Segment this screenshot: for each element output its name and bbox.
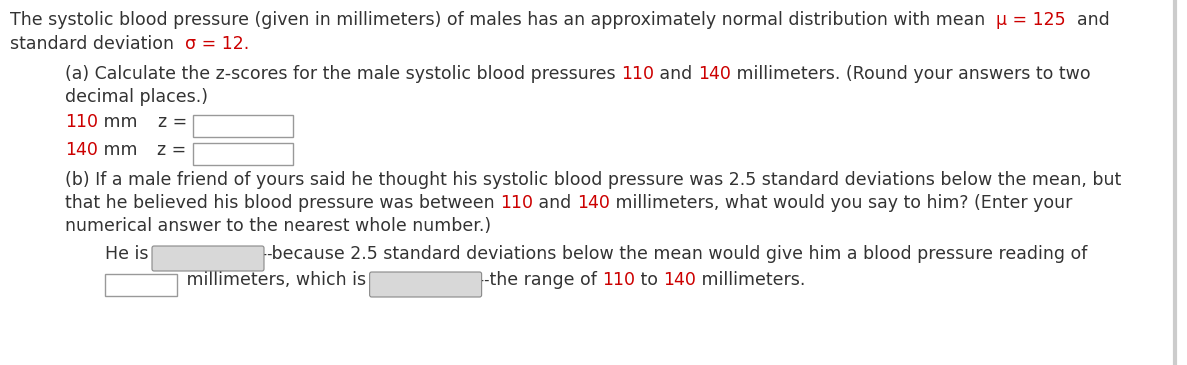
Text: mm: mm (97, 141, 138, 159)
Text: 110: 110 (65, 113, 99, 131)
Text: millimeters, which is: millimeters, which is (180, 271, 372, 289)
Text: (b) If a male friend of yours said he thought his systolic blood pressure was 2.: (b) If a male friend of yours said he th… (65, 171, 1122, 189)
Text: and: and (654, 65, 698, 83)
Text: The systolic blood pressure (given in millimeters) of males has an approximately: The systolic blood pressure (given in mi… (9, 11, 996, 29)
Text: millimeters.: millimeters. (697, 271, 806, 289)
Text: decimal places.): decimal places.) (65, 88, 208, 106)
Text: ---Select---: ---Select--- (195, 247, 273, 262)
Text: ---Select---: ---Select--- (413, 273, 490, 288)
Text: the range of: the range of (483, 271, 602, 289)
Text: ◇: ◇ (246, 249, 255, 262)
Text: 110: 110 (500, 194, 533, 212)
Text: millimeters. (Round your answers to two: millimeters. (Round your answers to two (731, 65, 1091, 83)
FancyBboxPatch shape (192, 143, 293, 165)
Text: z =: z = (158, 141, 186, 159)
Text: that he believed his blood pressure was between: that he believed his blood pressure was … (65, 194, 500, 212)
Text: millimeters, what would you say to him? (Enter your: millimeters, what would you say to him? … (610, 194, 1072, 212)
FancyBboxPatch shape (104, 274, 177, 296)
Text: He is: He is (104, 245, 154, 263)
Text: because 2.5 standard deviations below the mean would give him a blood pressure r: because 2.5 standard deviations below th… (266, 245, 1087, 263)
Text: 140: 140 (664, 271, 697, 289)
Text: to: to (635, 271, 664, 289)
FancyBboxPatch shape (152, 246, 264, 271)
Text: mm: mm (99, 113, 138, 131)
FancyBboxPatch shape (369, 272, 482, 297)
Text: ◇: ◇ (464, 275, 474, 288)
Text: 140: 140 (698, 65, 731, 83)
Text: z =: z = (158, 113, 186, 131)
Text: numerical answer to the nearest whole number.): numerical answer to the nearest whole nu… (65, 217, 491, 235)
Text: standard deviation: standard deviation (9, 35, 185, 53)
Text: and: and (533, 194, 577, 212)
Text: 110: 110 (602, 271, 635, 289)
Text: 110: 110 (621, 65, 654, 83)
Text: μ = 125: μ = 125 (996, 11, 1066, 29)
Text: and: and (1066, 11, 1110, 29)
FancyBboxPatch shape (192, 115, 293, 137)
Text: σ = 12.: σ = 12. (185, 35, 249, 53)
Text: 140: 140 (65, 141, 97, 159)
Text: (a) Calculate the z-scores for the male systolic blood pressures: (a) Calculate the z-scores for the male … (65, 65, 621, 83)
Text: 140: 140 (577, 194, 610, 212)
